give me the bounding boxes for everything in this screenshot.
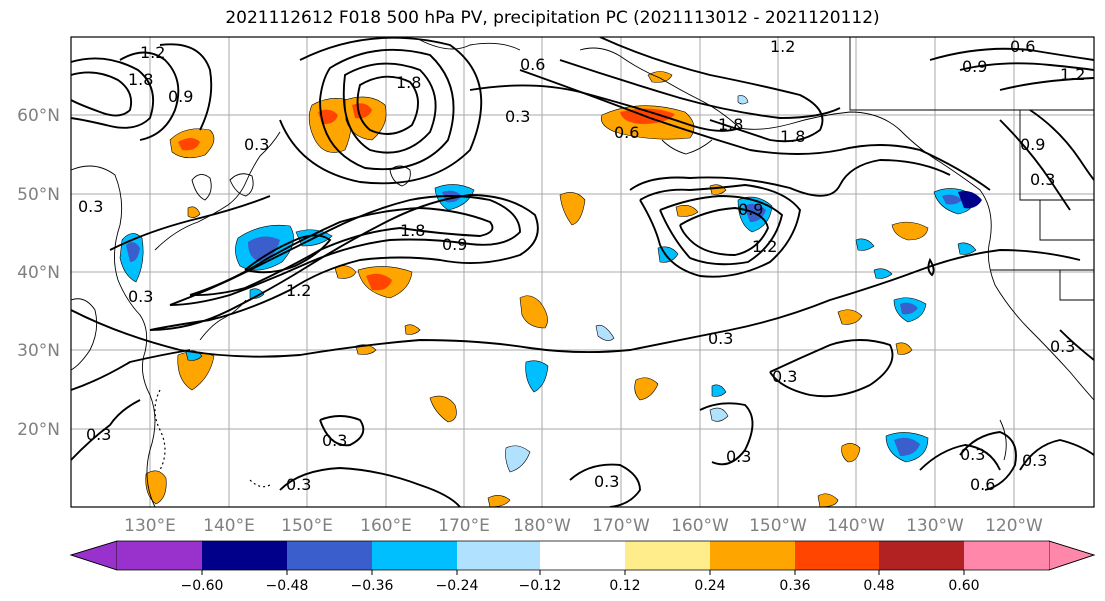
contour-labels: 1.2 1.8 0.6 0.3 0.9 1.8 1.2 0.6 0.9 1.2 …: [78, 37, 1085, 494]
colorbar-segment: [540, 541, 625, 570]
colorbar-ticks: [201, 570, 965, 575]
lon-label: 170°E: [438, 516, 490, 536]
contour-label: 1.2: [770, 37, 795, 56]
lat-label: 60°N: [17, 106, 60, 126]
contour-label: 1.8: [718, 115, 743, 134]
contour-label: 0.3: [1022, 451, 1047, 470]
contour-label: 0.3: [286, 475, 311, 494]
lon-label: 130°E: [124, 516, 176, 536]
contour-label: 0.3: [1030, 170, 1055, 189]
map-panel: 1.2 1.8 0.6 0.3 0.9 1.8 1.2 0.6 0.9 1.2 …: [70, 36, 1095, 508]
colorbar-segment: [287, 541, 372, 570]
coastlines: [71, 37, 1094, 507]
contour-label: 0.3: [708, 329, 733, 348]
contour-label: 0.3: [772, 367, 797, 386]
contour-label: 0.3: [128, 287, 153, 306]
lon-label: 130°W: [906, 516, 964, 536]
colorbar-tick-label: −0.12: [519, 578, 562, 594]
colorbar-arrow-low: [69, 540, 118, 571]
lon-label: 170°W: [592, 516, 650, 536]
contour-label: 1.8: [396, 73, 421, 92]
colorbar-segment: [625, 541, 710, 570]
contour-label: 0.6: [1010, 37, 1035, 56]
contour-label: 0.6: [970, 475, 995, 494]
contour-label: 1.8: [400, 221, 425, 240]
colorbar-tick-label: 0.24: [694, 578, 725, 594]
contour-label: 0.3: [86, 425, 111, 444]
lat-label: 20°N: [17, 420, 60, 440]
colorbar-tick-label: 0.60: [948, 578, 979, 594]
lon-label: 150°W: [749, 516, 807, 536]
colorbar-tick-label: −0.36: [351, 578, 394, 594]
colorbar-segment: [879, 541, 964, 570]
lon-label: 180°W: [513, 516, 571, 536]
colorbar-arrow-high: [1048, 540, 1096, 571]
colorbar: −0.60 −0.48 −0.36 −0.24 −0.12 0.12 0.24 …: [69, 540, 1096, 594]
colorbar-tick-label: 0.48: [863, 578, 894, 594]
lon-label: 140°E: [203, 516, 255, 536]
lon-label: 160°E: [360, 516, 412, 536]
colorbar-segment: [964, 541, 1049, 570]
colorbar-segment: [795, 541, 879, 570]
contour-label: 0.3: [322, 431, 347, 450]
colorbar-segment: [457, 541, 540, 570]
contour-label: 0.3: [244, 135, 269, 154]
contour-label: 1.2: [140, 43, 165, 62]
contour-label: 0.6: [520, 55, 545, 74]
latitude-labels: 60°N 50°N 40°N 30°N 20°N: [17, 106, 60, 440]
contour-label: 0.9: [962, 57, 987, 76]
contour-label: 1.2: [286, 281, 311, 300]
colorbar-tick-label: −0.24: [436, 578, 479, 594]
lon-label: 160°W: [671, 516, 729, 536]
contour-label: 0.9: [738, 200, 763, 219]
pv-contours: [71, 37, 1094, 507]
contour-label: 0.3: [960, 445, 985, 464]
lat-label: 50°N: [17, 185, 60, 205]
contour-label: 1.8: [128, 70, 153, 89]
contour-label: 0.3: [78, 197, 103, 216]
map-frame: [70, 36, 1095, 508]
lon-label: 140°W: [827, 516, 885, 536]
dotted-contours: [154, 389, 271, 488]
contour-label: 0.3: [1050, 337, 1075, 356]
contour-label: 0.9: [442, 235, 467, 254]
lat-label: 40°N: [17, 263, 60, 283]
contour-label: 0.3: [726, 447, 751, 466]
colorbar-segment: [117, 541, 202, 570]
chart-title: 2021112612 F018 500 hPa PV, precipitatio…: [225, 8, 880, 28]
longitude-labels: 130°E 140°E 150°E 160°E 170°E 180°W 170°…: [124, 516, 1043, 536]
contour-label: 1.8: [780, 127, 805, 146]
colorbar-segment: [202, 541, 287, 570]
lat-label: 30°N: [17, 341, 60, 361]
colorbar-tick-label: 0.12: [609, 578, 640, 594]
colorbar-tick-labels: −0.60 −0.48 −0.36 −0.24 −0.12 0.12 0.24 …: [181, 578, 980, 594]
contour-label: 1.2: [1060, 65, 1085, 84]
colorbar-outline: [69, 540, 1096, 571]
contour-label: 0.9: [168, 87, 193, 106]
colorbar-tick-label: −0.60: [181, 578, 224, 594]
colorbar-tick-label: −0.48: [266, 578, 309, 594]
colorbar-tick-label: 0.36: [779, 578, 810, 594]
lon-label: 120°W: [985, 516, 1043, 536]
contour-label: 0.3: [505, 107, 530, 126]
contour-label: 0.9: [1020, 135, 1045, 154]
colorbar-segment: [372, 541, 457, 570]
contour-label: 1.2: [752, 237, 777, 256]
contour-label: 0.6: [614, 123, 639, 142]
contour-label: 0.3: [594, 472, 619, 491]
colorbar-segment: [710, 541, 795, 570]
lon-label: 150°E: [281, 516, 333, 536]
